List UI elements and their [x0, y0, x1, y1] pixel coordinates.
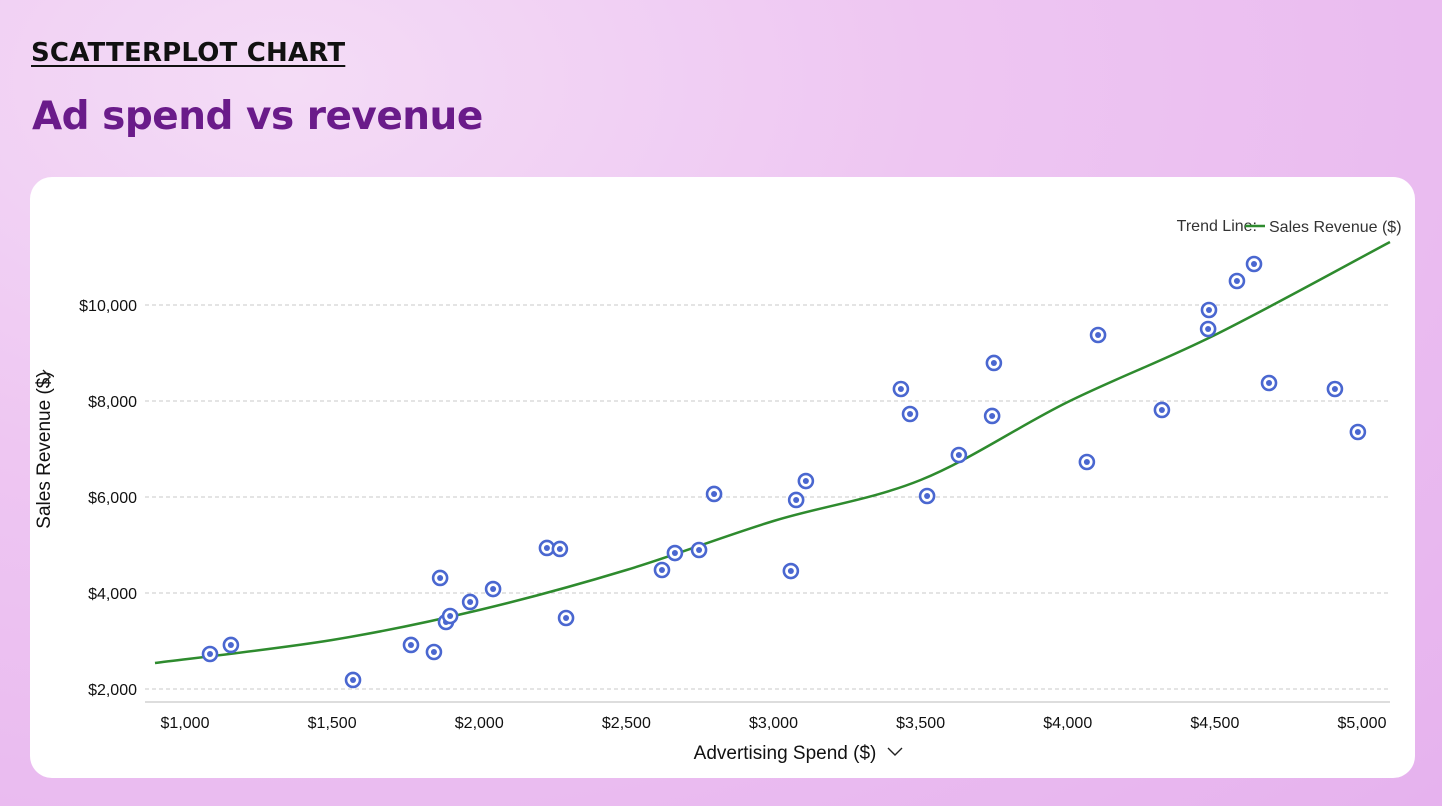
data-point[interactable] [222, 636, 240, 654]
data-point[interactable] [1228, 272, 1246, 290]
data-point[interactable] [1200, 301, 1218, 319]
legend-entry[interactable]: Sales Revenue ($) [1269, 219, 1402, 236]
y-tick-label: $4,000 [88, 586, 137, 603]
data-point[interactable] [787, 491, 805, 509]
x-tick-label: $4,500 [1190, 715, 1239, 732]
data-point[interactable] [918, 487, 936, 505]
data-point[interactable] [1349, 423, 1367, 441]
trend-line [154, 240, 1391, 665]
data-point[interactable] [557, 609, 575, 627]
data-point[interactable] [1260, 374, 1278, 392]
data-point[interactable] [344, 671, 362, 689]
x-axis-label[interactable]: Advertising Spend ($) [694, 743, 877, 764]
x-tick-label: $5,000 [1338, 715, 1387, 732]
data-point[interactable] [1245, 255, 1263, 273]
x-tick-label: $2,500 [602, 715, 651, 732]
chevron-right-icon[interactable] [42, 369, 51, 385]
chart-type-heading: SCATTERPLOT CHART [31, 38, 346, 68]
data-point[interactable] [1326, 380, 1344, 398]
x-tick-label: $2,000 [455, 715, 504, 732]
y-axis-label[interactable]: Sales Revenue ($) [34, 371, 55, 528]
x-tick-label: $1,000 [161, 715, 210, 732]
page-title: Ad spend vs revenue [32, 94, 483, 139]
data-point[interactable] [705, 485, 723, 503]
data-point[interactable] [1153, 401, 1171, 419]
x-tick-label: $1,500 [308, 715, 357, 732]
legend-prefix: Trend Line: [1177, 218, 1257, 235]
data-point[interactable] [653, 561, 671, 579]
data-point[interactable] [201, 645, 219, 663]
y-tick-label: $2,000 [88, 682, 137, 699]
data-point[interactable] [431, 569, 449, 587]
x-tick-label: $4,000 [1043, 715, 1092, 732]
data-point[interactable] [985, 354, 1003, 372]
data-point[interactable] [461, 593, 479, 611]
y-tick-label: $8,000 [88, 394, 137, 411]
data-point[interactable] [950, 446, 968, 464]
chevron-down-icon[interactable] [887, 747, 903, 756]
x-tick-label: $3,000 [749, 715, 798, 732]
data-point[interactable] [1078, 453, 1096, 471]
x-tick-label: $3,500 [896, 715, 945, 732]
chart-card [30, 177, 1415, 778]
data-point[interactable] [402, 636, 420, 654]
data-point[interactable] [666, 544, 684, 562]
data-point[interactable] [983, 407, 1001, 425]
data-point[interactable] [551, 540, 569, 558]
data-point[interactable] [1089, 326, 1107, 344]
data-point[interactable] [901, 405, 919, 423]
data-point[interactable] [441, 607, 459, 625]
y-tick-label: $10,000 [79, 298, 137, 315]
data-point[interactable] [690, 541, 708, 559]
data-point[interactable] [797, 472, 815, 490]
data-point[interactable] [892, 380, 910, 398]
data-point[interactable] [484, 580, 502, 598]
data-point[interactable] [425, 643, 443, 661]
y-tick-label: $6,000 [88, 490, 137, 507]
data-point[interactable] [782, 562, 800, 580]
data-point[interactable] [1199, 320, 1217, 338]
